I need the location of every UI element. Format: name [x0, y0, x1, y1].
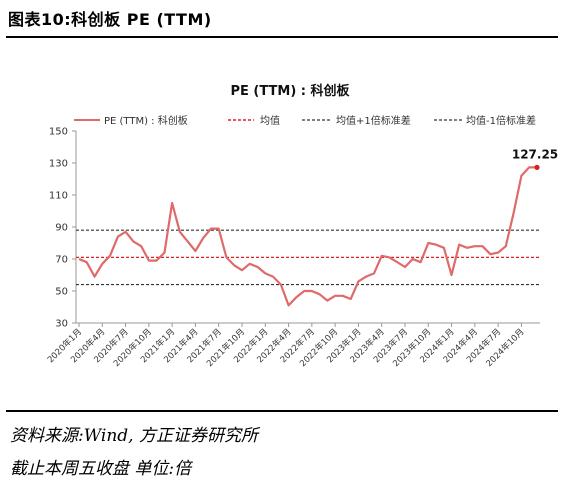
y-tick-label-70: 70: [55, 255, 68, 266]
plot-area: 305070901101301502020年1月2020年4月2020年7月20…: [45, 127, 558, 370]
series-line-pe: [78, 166, 537, 307]
source-note: 资料来源:Wind, 方正证券研究所: [10, 426, 258, 446]
legend-label-minus1sd: 均值-1倍标准差: [466, 114, 536, 127]
figure-title: 图表10:科创板 PE (TTM): [8, 10, 212, 29]
chart-title: PE (TTM) : 科创板: [230, 83, 350, 99]
y-tick-label-110: 110: [49, 191, 68, 202]
last-value-marker: [534, 164, 540, 170]
legend-label-mean: 均值: [260, 114, 280, 127]
unit-note: 截止本周五收盘 单位:倍: [10, 459, 192, 479]
y-tick-label-50: 50: [55, 287, 68, 298]
last-value-label: 127.25: [512, 147, 558, 161]
legend-label-pe: PE (TTM) : 科创板: [104, 114, 188, 127]
y-tick-label-30: 30: [55, 319, 68, 330]
legend: PE (TTM) : 科创板 均值 均值+1倍标准差 均值-1倍标准差: [74, 114, 536, 127]
y-tick-label-90: 90: [55, 223, 68, 234]
bottom-rule: [6, 410, 558, 412]
top-rule: [6, 36, 558, 38]
legend-label-plus1sd: 均值+1倍标准差: [336, 114, 411, 127]
y-tick-label-150: 150: [49, 127, 68, 138]
y-tick-label-130: 130: [49, 159, 68, 170]
